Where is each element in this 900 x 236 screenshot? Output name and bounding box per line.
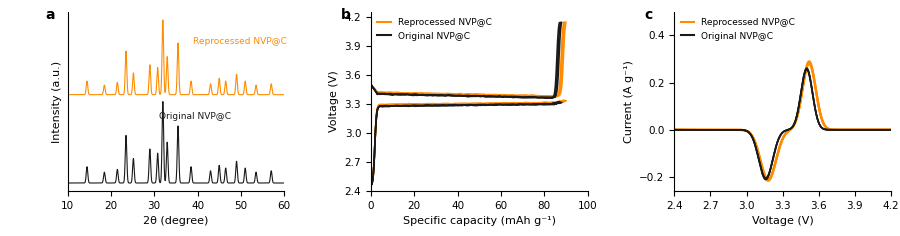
Y-axis label: Voltage (V): Voltage (V) [329,71,339,132]
Text: Reprocessed NVP@C: Reprocessed NVP@C [194,37,287,46]
Y-axis label: Current (A g⁻¹): Current (A g⁻¹) [624,60,634,143]
Y-axis label: Intensity (a.u.): Intensity (a.u.) [52,60,62,143]
Legend: Reprocessed NVP@C, Original NVP@C: Reprocessed NVP@C, Original NVP@C [375,16,494,42]
X-axis label: Specific capacity (mAh g⁻¹): Specific capacity (mAh g⁻¹) [403,216,556,226]
X-axis label: Voltage (V): Voltage (V) [752,216,814,226]
X-axis label: 2θ (degree): 2θ (degree) [143,216,209,226]
Text: a: a [46,8,55,22]
Text: b: b [340,8,350,22]
Legend: Reprocessed NVP@C, Original NVP@C: Reprocessed NVP@C, Original NVP@C [679,16,797,42]
Text: c: c [644,8,652,22]
Text: Original NVP@C: Original NVP@C [158,112,230,121]
